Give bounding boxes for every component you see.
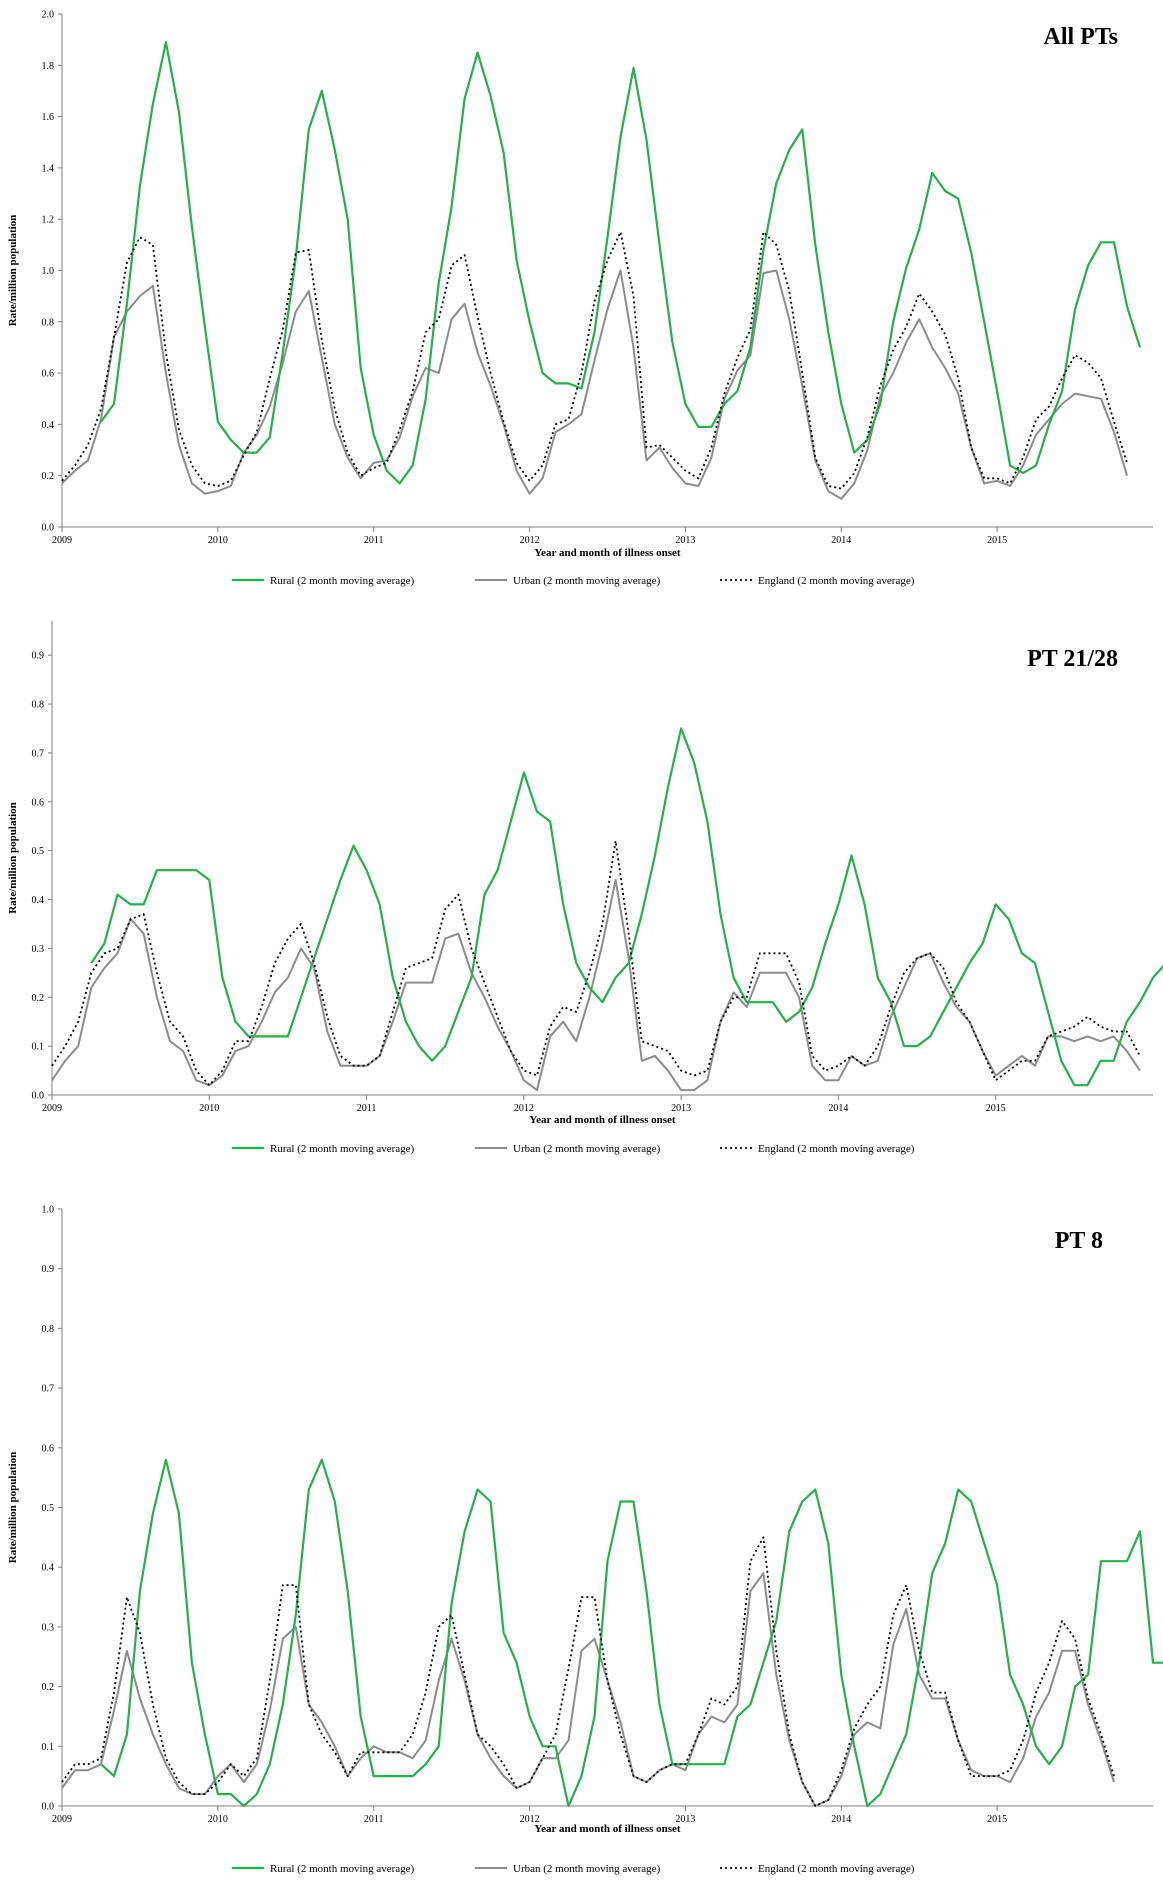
x-tick-label: 2011 (364, 535, 384, 546)
x-tick-label: 2010 (208, 1814, 228, 1825)
y-tick-label: 2.0 (42, 10, 55, 21)
series-line-urban (51, 879, 1141, 1092)
x-tick-label: 2013 (675, 535, 695, 546)
x-tick-label: 2009 (52, 535, 72, 546)
y-tick-label: 0.7 (32, 748, 45, 759)
x-tick-label: 2013 (671, 1103, 691, 1114)
x-tick-label: 2015 (986, 1103, 1006, 1114)
x-tick-label: 2009 (52, 1814, 72, 1825)
y-tick-label: 0.6 (42, 1443, 55, 1454)
y-tick-label: 0.9 (32, 651, 45, 662)
chart-all-pts: 0.0 0.2 0.4 0.6 0.8 1.0 1.2 1.4 1.6 1.8 2.0 2009 201… (0, 0, 1163, 600)
x-axis-label: Year and month of illness onset (529, 1114, 676, 1126)
legend-label-urban: Urban (2 month moving average) (513, 1143, 661, 1155)
y-tick-label: 0.7 (42, 1384, 55, 1395)
x-tick-label: 2012 (520, 535, 540, 546)
x-tick-label: 2010 (208, 535, 228, 546)
x-tick-label: 2014 (828, 1103, 848, 1114)
y-tick-label: 0.1 (42, 1742, 55, 1753)
legend-label-urban: Urban (2 month moving average) (513, 575, 661, 587)
y-tick-label: 0.5 (32, 846, 45, 857)
x-tick-label: 2013 (675, 1814, 695, 1825)
y-tick-label: 0.0 (32, 1091, 45, 1102)
x-tick-label: 2009 (42, 1103, 62, 1114)
series-line-urban (61, 1572, 1115, 1807)
y-tick-label: 0.0 (42, 1802, 55, 1813)
y-axis-label: Rate/million population (7, 1452, 19, 1564)
y-tick-label: 1.0 (42, 266, 55, 277)
chart-title: PT 21/28 (1027, 646, 1118, 672)
y-tick-label: 0.4 (42, 420, 55, 431)
chart-title: All PTs (1044, 24, 1118, 50)
legend-label-england: England (2 month moving average) (758, 575, 915, 587)
chart-all-pts-svg: 0.0 0.2 0.4 0.6 0.8 1.0 1.2 1.4 1.6 1.8 2.0 2009 201… (7, 10, 1153, 587)
x-tick-label: 2012 (514, 1103, 534, 1114)
y-tick-label: 0.4 (42, 1563, 55, 1574)
x-axis-label: Year and month of illness onset (534, 547, 681, 559)
y-tick-label: 0.9 (42, 1264, 55, 1275)
x-tick-label: 2012 (520, 1814, 540, 1825)
y-tick-label: 0.5 (42, 1503, 55, 1514)
x-tick-label: 2010 (199, 1103, 219, 1114)
y-tick-label: 0.6 (32, 797, 45, 808)
y-tick-label: 0.6 (42, 369, 55, 380)
y-tick-label: 0.2 (42, 1682, 55, 1693)
chart-title: PT 8 (1055, 1228, 1103, 1254)
legend-label-england: England (2 month moving average) (758, 1863, 915, 1875)
y-tick-label: 1.6 (42, 112, 55, 123)
y-tick-label: 0.8 (42, 1324, 55, 1335)
x-tick-label: 2011 (357, 1103, 377, 1114)
y-tick-label: 0.8 (42, 317, 55, 328)
y-tick-label: 0.1 (32, 1042, 45, 1053)
series-line-rural (100, 1458, 1163, 1808)
series-line-rural (90, 727, 1163, 1087)
y-tick-label: 1.8 (42, 61, 55, 72)
y-tick-label: 0.2 (42, 471, 55, 482)
x-tick-label: 2015 (987, 1814, 1007, 1825)
chart-pt-21-28-svg: 0.0 0.1 0.2 0.3 0.4 0.5 0.6 0.7 0.8 0.9 2009 2010 20… (7, 621, 1163, 1155)
y-tick-label: 0.3 (32, 944, 45, 955)
y-tick-label: 0.2 (32, 993, 45, 1004)
x-tick-label: 2014 (831, 535, 851, 546)
legend-label-urban: Urban (2 month moving average) (513, 1863, 661, 1875)
series-line-rural (100, 41, 1142, 485)
y-tick-label: 0.0 (42, 523, 55, 534)
series-line-england (61, 231, 1128, 490)
x-axis-label: Year and month of illness onset (534, 1823, 681, 1835)
y-axis-label: Rate/million population (7, 215, 19, 327)
x-tick-label: 2015 (987, 535, 1007, 546)
series-line-urban (61, 269, 1128, 500)
chart-pt-21-28: 0.0 0.1 0.2 0.3 0.4 0.5 0.6 0.7 0.8 0.9 2009 2010 20… (0, 600, 1163, 1200)
y-tick-label: 0.8 (32, 700, 45, 711)
legend-label-rural: Rural (2 month moving average) (270, 1143, 415, 1155)
legend-label-rural: Rural (2 month moving average) (270, 575, 415, 587)
y-tick-label: 0.3 (42, 1622, 55, 1633)
legend-label-england: England (2 month moving average) (758, 1143, 915, 1155)
x-tick-label: 2011 (364, 1814, 384, 1825)
y-tick-label: 1.0 (42, 1205, 55, 1216)
y-tick-label: 1.2 (42, 215, 55, 226)
legend-label-rural: Rural (2 month moving average) (270, 1863, 415, 1875)
y-axis-label: Rate/million population (7, 802, 19, 914)
chart-pt-8-svg: 0.0 0.1 0.2 0.3 0.4 0.5 0.6 0.7 0.8 0.9 1.0 2009 201… (7, 1205, 1163, 1875)
series-line-england (51, 839, 1141, 1087)
series-line-england (61, 1536, 1115, 1807)
x-tick-label: 2014 (831, 1814, 851, 1825)
y-tick-label: 1.4 (42, 163, 55, 174)
chart-pt-8: 0.0 0.1 0.2 0.3 0.4 0.5 0.6 0.7 0.8 0.9 1.0 2009 201… (0, 1200, 1163, 1885)
y-tick-label: 0.4 (32, 895, 45, 906)
